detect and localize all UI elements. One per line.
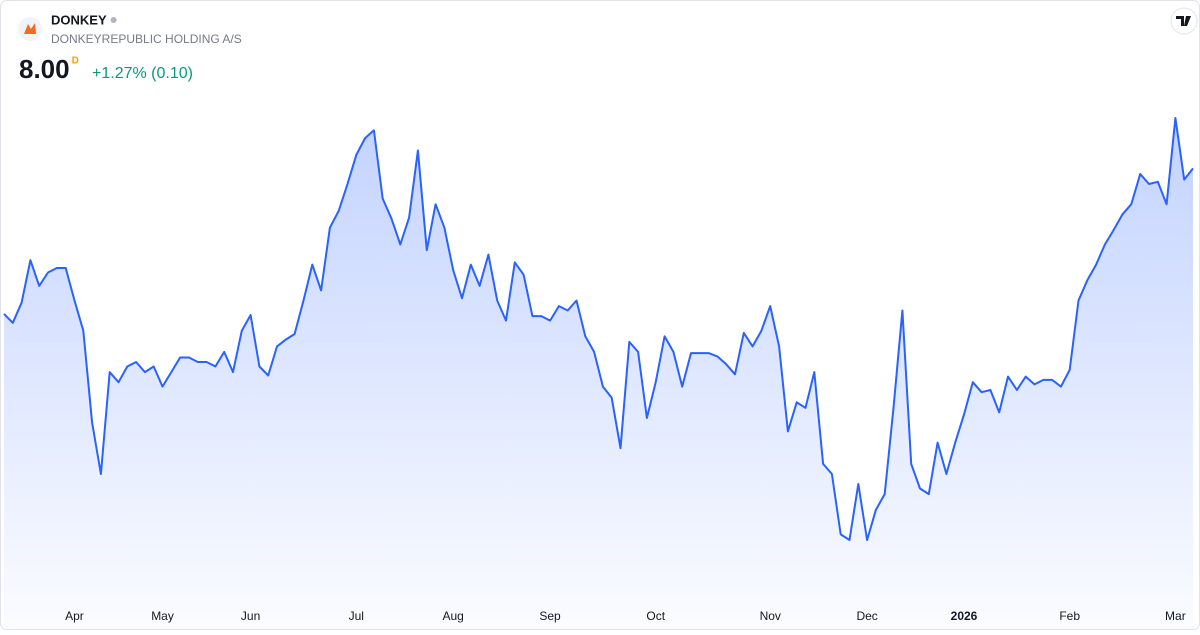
x-tick-label: Nov xyxy=(760,609,781,623)
x-tick-label: Mar xyxy=(1165,609,1186,623)
x-tick-label: Apr xyxy=(65,609,84,623)
logo-mark xyxy=(24,23,36,34)
brand-logo xyxy=(1170,7,1198,35)
x-tick-label: May xyxy=(151,609,174,623)
price-change: +1.27% (0.10) xyxy=(92,65,193,82)
company-name: DONKEYREPUBLIC HOLDING A/S xyxy=(51,32,242,46)
x-tick-label: Oct xyxy=(646,609,665,623)
x-tick-label: Dec xyxy=(856,609,877,623)
price-line xyxy=(3,117,1194,541)
x-tick-label: Feb xyxy=(1059,609,1080,623)
x-tick-label: Jul xyxy=(349,609,364,623)
area-fill xyxy=(4,118,1193,629)
status-dot xyxy=(110,17,117,23)
x-tick-label: Jun xyxy=(241,609,260,623)
plot-area xyxy=(3,117,1194,629)
x-tick-label: Aug xyxy=(442,609,463,623)
x-tick-label: Sep xyxy=(539,609,561,623)
last-price: 8.00 xyxy=(19,54,70,84)
currency-mark: D xyxy=(72,56,79,67)
ticker: DONKEY xyxy=(51,12,107,27)
x-tick-label: 2026 xyxy=(951,609,978,623)
